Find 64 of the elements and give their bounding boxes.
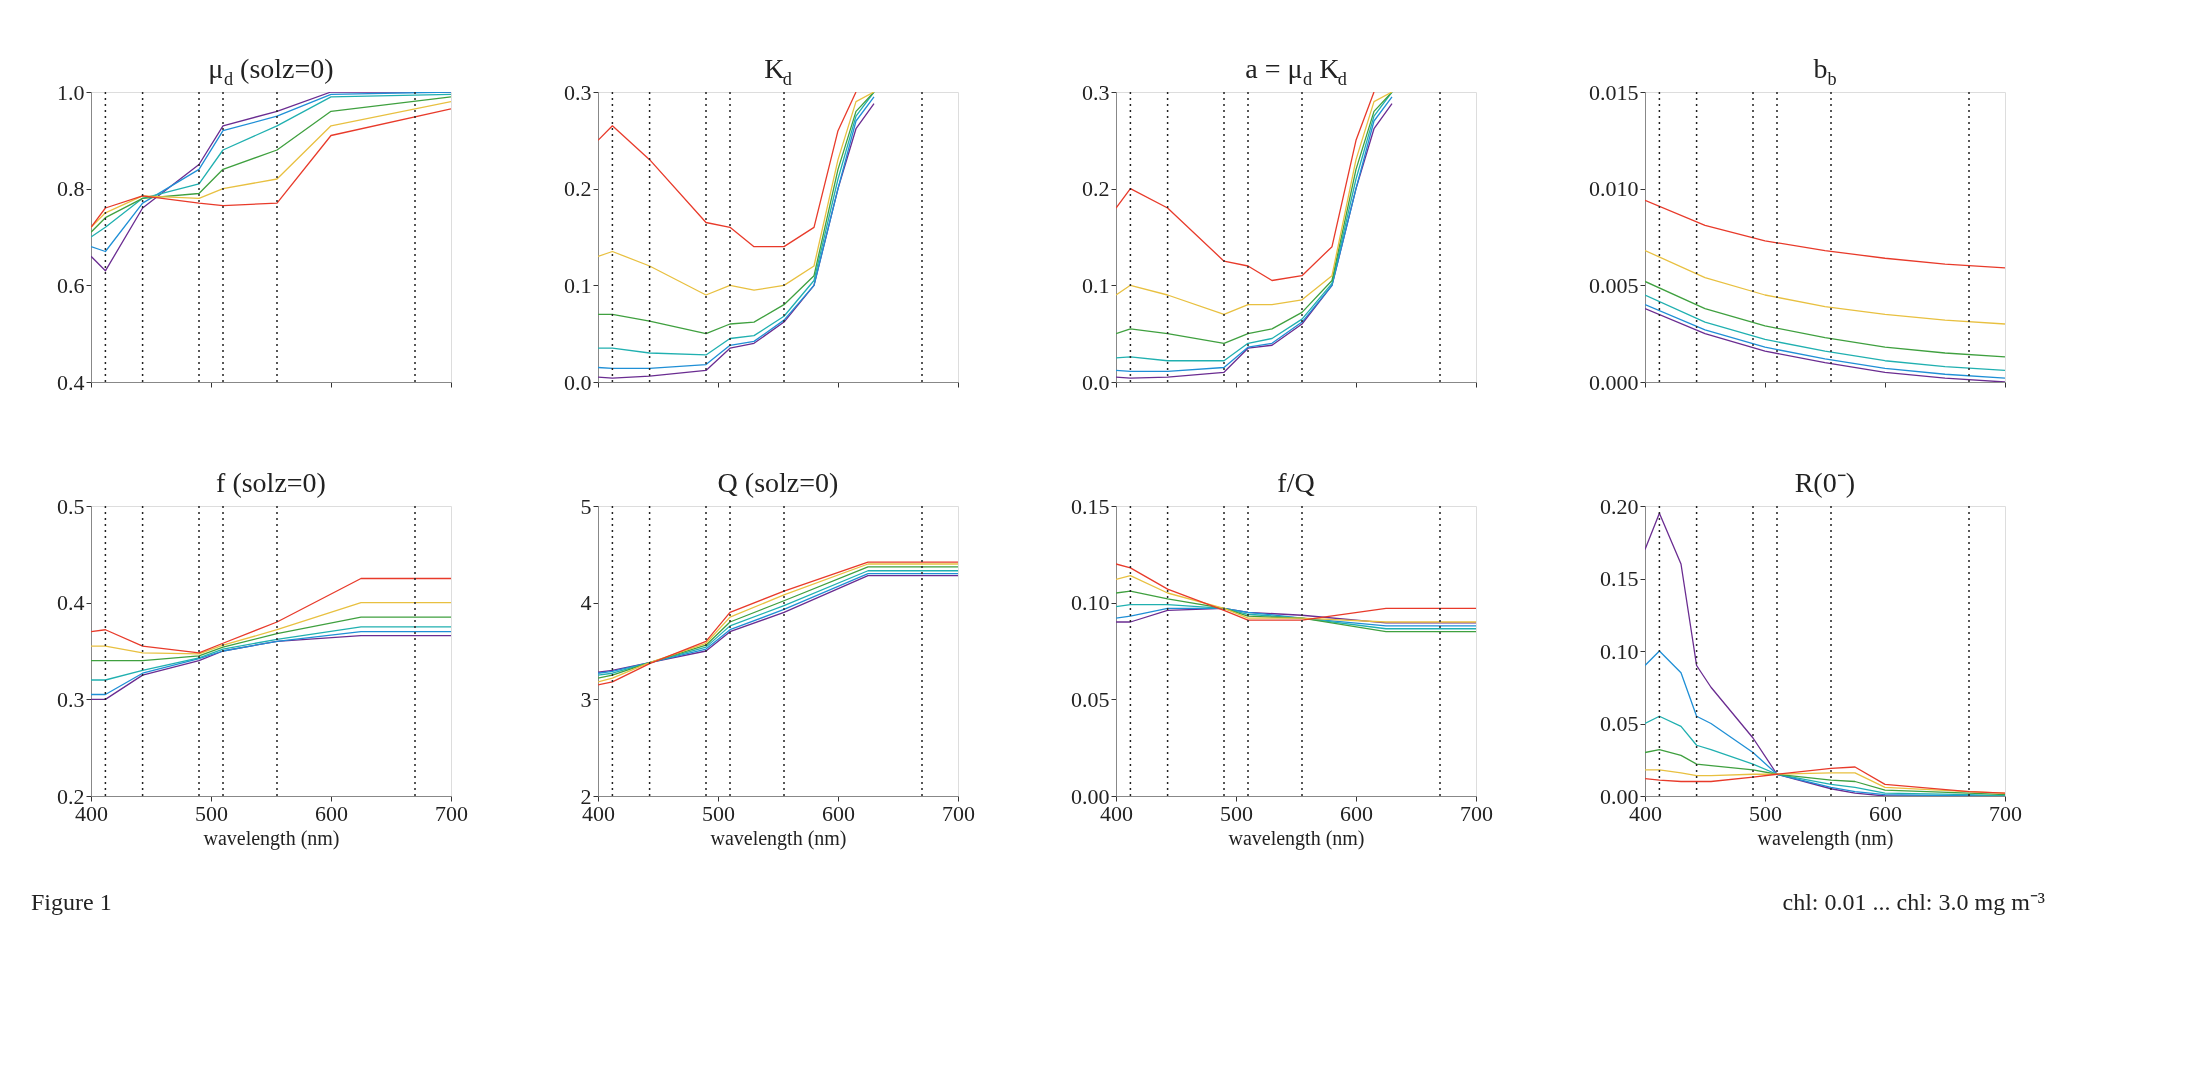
- x-tick-label: 600: [1869, 800, 1902, 826]
- y-tick-label: 0.3: [1082, 79, 1110, 105]
- y-tick-label: 0.10: [1600, 638, 1639, 664]
- y-tick-label: 4: [580, 590, 592, 616]
- x-tick-label: 700: [1989, 800, 2022, 826]
- y-tick-label: 0.4: [57, 369, 85, 395]
- line-series: [598, 92, 875, 296]
- line-series: [598, 92, 857, 248]
- y-tick-label: 0.5: [57, 493, 85, 519]
- line-series: [1116, 92, 1375, 282]
- x-axis-title: wavelength (nm): [710, 826, 847, 850]
- line-series: [1116, 563, 1476, 621]
- x-axis-title: wavelength (nm): [1757, 826, 1894, 850]
- x-tick-label: 600: [822, 800, 855, 826]
- y-tick-label: 0.1: [564, 272, 592, 298]
- x-tick-label: 500: [702, 800, 735, 826]
- x-tick-label: 500: [195, 800, 228, 826]
- text: chl: 0.01 ... chl: 3.0 mg m⁻³: [1782, 889, 2045, 915]
- x-tick-label: 500: [1749, 800, 1782, 826]
- chart-title: f/Q: [1277, 467, 1315, 498]
- y-tick-label: 0.8: [57, 176, 85, 202]
- y-tick-label: 1.0: [57, 79, 85, 105]
- y-tick-label: 0.015: [1589, 79, 1639, 105]
- line-series: [1645, 249, 2005, 325]
- chart-title: R(0⁻): [1794, 467, 1855, 498]
- y-tick-label: 0.15: [1600, 566, 1639, 591]
- y-tick-label: 0.010: [1589, 176, 1639, 202]
- x-tick-label: 700: [1460, 800, 1493, 826]
- y-tick-label: 0.1: [1082, 272, 1110, 298]
- x-tick-label: 700: [435, 800, 468, 826]
- x-tick-label: 600: [1340, 800, 1373, 826]
- y-tick-label: 0.20: [1600, 493, 1639, 519]
- line-series: [1645, 294, 2005, 372]
- caption: Figure 1: [31, 889, 112, 915]
- x-tick-label: 700: [942, 800, 975, 826]
- line-series: [91, 602, 451, 655]
- y-tick-label: 0.005: [1589, 272, 1639, 298]
- line-series: [1116, 574, 1476, 623]
- line-series: [1645, 280, 2005, 358]
- chart-title: Q (solz=0): [717, 467, 839, 498]
- y-tick-label: 3: [580, 686, 592, 712]
- y-tick-label: 0.0: [1082, 369, 1110, 395]
- y-tick-label: 0.2: [1082, 176, 1110, 202]
- y-tick-label: 0.3: [564, 79, 592, 105]
- x-tick-label: 600: [315, 800, 348, 826]
- y-tick-label: 0.2: [564, 176, 592, 202]
- chart-title: f (solz=0): [216, 467, 326, 498]
- x-tick-label: 500: [1220, 800, 1253, 826]
- x-axis-title: wavelength (nm): [1228, 826, 1365, 850]
- x-axis-title: wavelength (nm): [203, 826, 340, 850]
- y-tick-label: 0.4: [57, 590, 85, 616]
- y-tick-label: 0.10: [1071, 590, 1110, 616]
- y-tick-label: 5: [580, 493, 592, 519]
- line-series: [91, 577, 451, 654]
- y-tick-label: 0.6: [57, 272, 85, 298]
- y-tick-label: 0.3: [57, 686, 85, 712]
- y-tick-label: 0.15: [1071, 493, 1110, 519]
- y-tick-label: 0.0: [564, 369, 592, 395]
- y-tick-label: 0.05: [1600, 711, 1639, 736]
- line-series: [91, 626, 451, 681]
- y-tick-label: 0.000: [1589, 369, 1639, 395]
- line-series: [91, 616, 451, 662]
- line-series: [1645, 199, 2005, 269]
- y-tick-label: 0.05: [1071, 686, 1110, 712]
